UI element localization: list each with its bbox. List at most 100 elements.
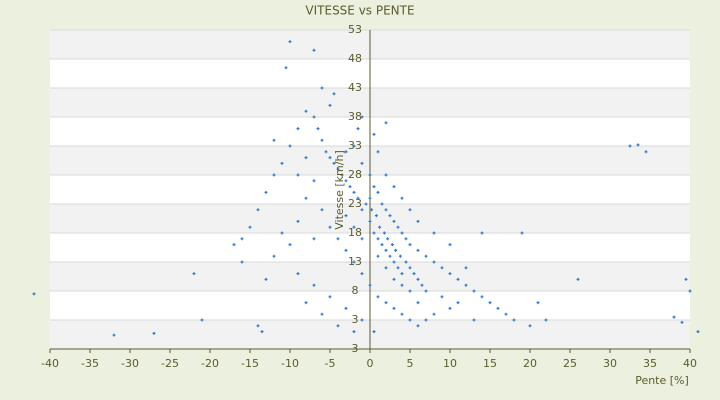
data-point <box>288 40 292 44</box>
data-point <box>288 144 292 148</box>
data-point <box>392 185 396 189</box>
data-point <box>376 254 380 258</box>
data-point <box>240 260 244 264</box>
data-point <box>344 150 348 154</box>
data-point <box>372 132 376 136</box>
data-point <box>528 324 532 328</box>
data-point <box>408 266 412 270</box>
data-point <box>424 289 428 293</box>
data-point <box>432 260 436 264</box>
data-point <box>356 196 360 200</box>
data-point <box>504 312 508 316</box>
data-point <box>420 283 424 287</box>
data-point <box>480 231 484 235</box>
data-point <box>448 243 452 247</box>
data-point <box>400 272 404 276</box>
data-point <box>320 138 324 142</box>
data-point <box>360 272 364 276</box>
data-point <box>368 173 372 177</box>
x-tick-label: 15 <box>483 357 497 370</box>
data-point <box>416 248 420 252</box>
data-point <box>320 208 324 212</box>
data-point <box>256 208 260 212</box>
data-point <box>416 277 420 281</box>
x-tick-label: 10 <box>443 357 457 370</box>
data-point <box>296 173 300 177</box>
data-point <box>378 225 382 229</box>
data-point <box>372 231 376 235</box>
data-point <box>312 48 316 52</box>
chart-title: VITESSE vs PENTE <box>305 4 414 18</box>
x-tick-label: -40 <box>41 357 59 370</box>
data-point <box>248 225 252 229</box>
x-tick-label: 0 <box>367 357 374 370</box>
data-point <box>392 306 396 310</box>
data-point <box>232 243 236 247</box>
data-point <box>408 208 412 212</box>
data-point <box>312 179 316 183</box>
data-point <box>464 266 468 270</box>
data-point <box>388 254 392 258</box>
data-point <box>352 225 356 229</box>
data-point <box>376 190 380 194</box>
data-point <box>464 283 468 287</box>
data-point <box>328 225 332 229</box>
data-point <box>400 283 404 287</box>
data-point <box>408 289 412 293</box>
data-point <box>344 214 348 218</box>
data-point <box>472 318 476 322</box>
data-point <box>400 196 404 200</box>
data-point <box>488 301 492 305</box>
data-point <box>352 144 356 148</box>
data-point <box>328 295 332 299</box>
data-point <box>400 312 404 316</box>
data-point <box>456 277 460 281</box>
y-tick-label: 28 <box>348 168 362 181</box>
data-point <box>404 260 408 264</box>
data-point <box>408 243 412 247</box>
data-point <box>264 277 268 281</box>
data-point <box>396 266 400 270</box>
x-axis-title: Pente [%] <box>635 374 689 387</box>
data-point <box>372 330 376 334</box>
data-point <box>388 214 392 218</box>
data-point <box>272 254 276 258</box>
data-point <box>628 144 632 148</box>
data-point <box>360 161 364 165</box>
data-point <box>374 214 378 218</box>
x-tick-label: -30 <box>121 357 139 370</box>
data-point <box>384 208 388 212</box>
data-point <box>336 324 340 328</box>
data-point <box>296 219 300 223</box>
data-point <box>394 248 398 252</box>
data-point <box>456 301 460 305</box>
data-point <box>376 295 380 299</box>
data-point <box>312 283 316 287</box>
data-point <box>404 237 408 241</box>
data-point <box>440 266 444 270</box>
data-point <box>384 173 388 177</box>
data-point <box>576 277 580 281</box>
data-point <box>368 283 372 287</box>
data-point <box>384 266 388 270</box>
data-point <box>536 301 540 305</box>
x-tick-label: 35 <box>643 357 657 370</box>
data-point <box>312 115 316 119</box>
data-point <box>412 272 416 276</box>
data-point <box>392 260 396 264</box>
data-point <box>364 202 368 206</box>
data-point <box>416 301 420 305</box>
data-point <box>280 161 284 165</box>
data-point <box>416 324 420 328</box>
data-point <box>416 219 420 223</box>
data-point <box>344 179 348 183</box>
data-point <box>344 306 348 310</box>
data-point <box>344 248 348 252</box>
data-point <box>328 103 332 107</box>
data-point <box>336 237 340 241</box>
data-point <box>332 161 336 165</box>
x-tick-label: -35 <box>81 357 99 370</box>
data-point <box>382 231 386 235</box>
x-tick-label: 20 <box>523 357 537 370</box>
data-point <box>400 231 404 235</box>
